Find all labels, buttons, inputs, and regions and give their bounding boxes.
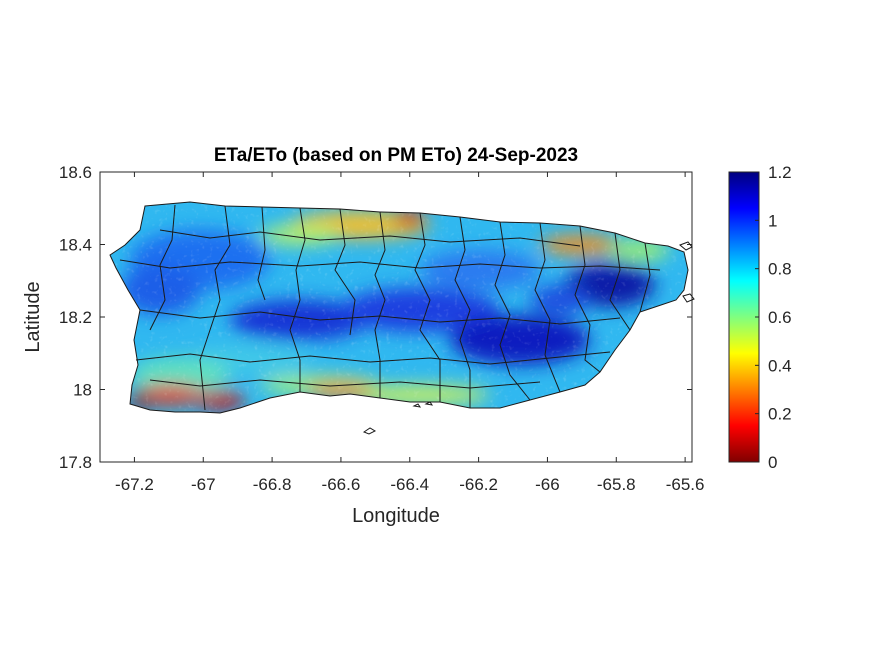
small-islands — [362, 241, 695, 435]
boundaries — [109, 201, 689, 414]
y-tick-label: 18.4 — [59, 236, 92, 255]
colorbar — [728, 171, 760, 463]
y-tick-label: 18.6 — [59, 163, 92, 182]
x-axis-label: Longitude — [352, 505, 440, 527]
colorbar-tick-label: 0.2 — [768, 405, 792, 424]
colorbar-ticks: 0 0.2 0.4 0.6 0.8 1 1.2 — [755, 163, 792, 472]
y-axis-label: Latitude — [22, 281, 44, 352]
chart-title: ETa/ETo (based on PM ETo) 24-Sep-2023 — [214, 145, 578, 166]
y-axis-ticks: 17.8 18 18.2 18.4 18.6 — [59, 163, 692, 472]
x-tick-label: -66.8 — [253, 475, 292, 494]
x-tick-label: -66.4 — [390, 475, 429, 494]
colorbar-tick-label: 1 — [768, 211, 777, 230]
y-tick-label: 18 — [73, 381, 92, 400]
x-tick-label: -66.6 — [322, 475, 361, 494]
x-tick-label: -66.2 — [459, 475, 498, 494]
colorbar-tick-label: 0.6 — [768, 308, 792, 327]
colorbar-tick-label: 0.4 — [768, 356, 792, 375]
colorbar-tick-label: 1.2 — [768, 163, 792, 182]
x-axis-ticks: -67.2 -67 -66.8 -66.6 -66.4 -66.2 -66 -65.8 -65.… — [115, 172, 704, 494]
y-tick-label: 18.2 — [59, 308, 92, 327]
x-tick-label: -65.6 — [666, 475, 705, 494]
x-tick-label: -65.8 — [597, 475, 636, 494]
colorbar-tick-label: 0 — [768, 453, 777, 472]
y-tick-label: 17.8 — [59, 453, 92, 472]
x-tick-label: -67.2 — [115, 475, 154, 494]
x-tick-label: -66 — [535, 475, 560, 494]
x-tick-label: -67 — [191, 475, 216, 494]
colorbar-tick-label: 0.8 — [768, 260, 792, 279]
